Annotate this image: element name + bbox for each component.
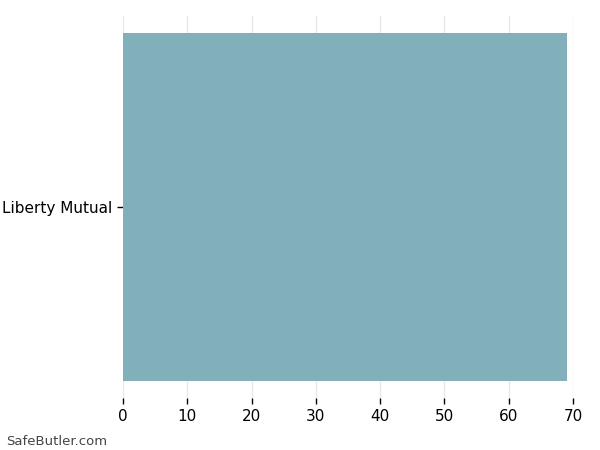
- Text: SafeButler.com: SafeButler.com: [6, 435, 107, 448]
